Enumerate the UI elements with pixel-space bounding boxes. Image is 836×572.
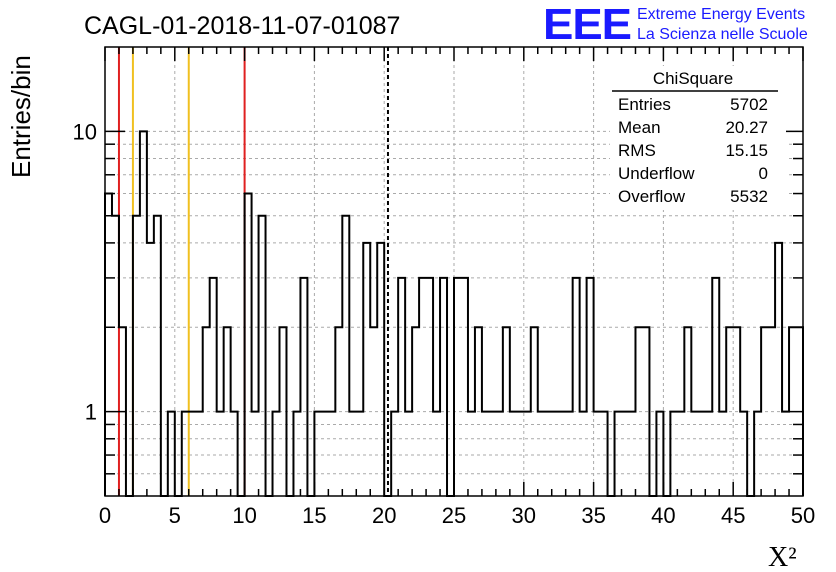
chart-title: CAGL-01-2018-11-07-01087	[84, 12, 400, 40]
stats-label: Entries	[618, 95, 671, 114]
histogram-bin	[133, 216, 140, 496]
axes: 0 5 10 15 20 25 30 35 40 45 50 1 10	[73, 46, 815, 528]
x-tick-label: 45	[721, 503, 745, 528]
histogram-bin	[363, 243, 370, 496]
stats-title: ChiSquare	[653, 69, 733, 88]
x-tick-label: 15	[302, 503, 326, 528]
x-tick-label: 0	[99, 503, 111, 528]
stats-label: Underflow	[618, 164, 695, 183]
histogram-bin	[342, 216, 349, 496]
histogram-bin	[377, 243, 384, 496]
histogram-bin	[245, 194, 252, 496]
stats-value: 15.15	[725, 141, 768, 160]
x-tick-label: 35	[581, 503, 605, 528]
stats-value: 5702	[730, 95, 768, 114]
stats-label: Mean	[618, 118, 661, 137]
histogram-bin	[712, 278, 719, 496]
stats-box: ChiSquare Entries 5702 Mean 20.27 RMS 15.15 Un…	[610, 66, 786, 210]
histogram-bin	[426, 278, 433, 496]
x-tick-label: 25	[442, 503, 466, 528]
histogram-bin	[461, 278, 468, 496]
eee-logo: EEE Extreme Energy Events La Scienza nel…	[543, 0, 808, 49]
histogram	[104, 130, 804, 497]
histogram-bin	[140, 131, 147, 496]
histogram-bin	[259, 216, 266, 496]
histogram-bin	[454, 278, 461, 496]
histogram-bin	[587, 278, 594, 496]
histogram-bin	[440, 278, 447, 496]
histogram-bin	[112, 216, 119, 496]
stats-rows: Entries 5702 Mean 20.27 RMS 15.15 Underflow 0 Ov…	[618, 95, 768, 206]
y-tick-label: 10	[73, 119, 97, 144]
histogram-bin	[775, 243, 782, 496]
histogram-bin	[573, 278, 580, 496]
vertical-markers	[117, 47, 389, 496]
stats-value: 5532	[730, 187, 768, 206]
histogram-bin	[147, 243, 154, 496]
stats-value: 0	[759, 164, 768, 183]
stats-box-background	[610, 66, 786, 210]
stats-label: Overflow	[618, 187, 686, 206]
logo-mark: EEE	[543, 0, 631, 49]
histogram-bin	[300, 278, 307, 496]
logo-line1: Extreme Energy Events	[637, 6, 805, 23]
stats-label: RMS	[618, 141, 656, 160]
histogram-outline	[104, 130, 804, 497]
x-axis-label: X²	[768, 542, 797, 572]
logo-line2: La Scienza nelle Scuole	[637, 26, 808, 43]
x-tick-label: 5	[169, 503, 181, 528]
x-tick-label: 20	[372, 503, 396, 528]
x-tick-label: 40	[651, 503, 675, 528]
histogram-bin	[210, 278, 217, 496]
y-tick-label: 1	[85, 400, 97, 425]
histogram-bin	[154, 216, 161, 496]
x-tick-label: 10	[232, 503, 256, 528]
histogram-bin	[398, 278, 405, 496]
x-tick-label: 30	[512, 503, 536, 528]
x-tick-label: 50	[791, 503, 815, 528]
y-axis-label: Entries/bin	[6, 55, 36, 178]
histogram-bin	[419, 278, 426, 496]
histogram-bin	[105, 194, 112, 496]
stats-value: 20.27	[725, 118, 768, 137]
